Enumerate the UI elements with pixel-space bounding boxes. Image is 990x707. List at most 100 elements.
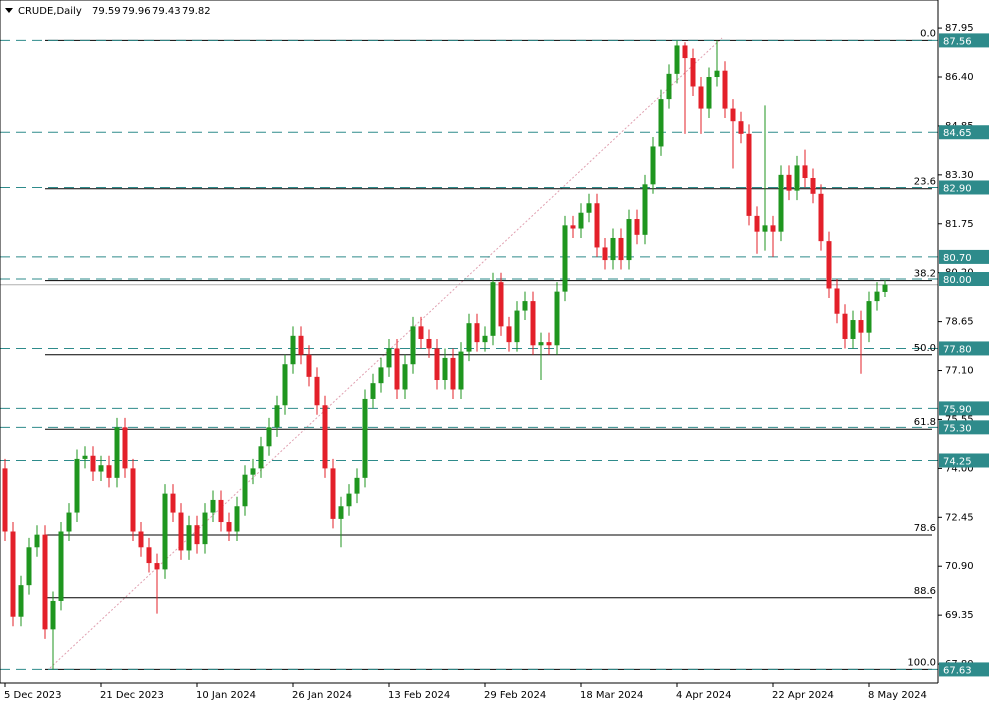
candle-body xyxy=(746,133,752,216)
candle-body xyxy=(130,468,136,532)
y-tick-label: 70.90 xyxy=(945,561,974,572)
level-label-box xyxy=(939,272,989,287)
symbol-menu-arrow[interactable] xyxy=(5,8,13,13)
candle-body xyxy=(794,165,800,191)
level-label-box xyxy=(939,180,989,195)
candle-body xyxy=(466,323,472,352)
candle-body xyxy=(258,446,264,469)
level-label: 77.80 xyxy=(943,344,972,355)
y-tick-label: 83.30 xyxy=(945,170,974,181)
x-tick-label: 5 Dec 2023 xyxy=(4,690,62,701)
candle-body xyxy=(442,357,448,381)
candle-body xyxy=(338,506,344,519)
candle-body xyxy=(698,86,704,109)
candle-body xyxy=(362,398,368,478)
candle-body xyxy=(530,301,536,346)
candle-body xyxy=(74,458,80,513)
candle-body xyxy=(786,174,792,191)
fib-trend-line xyxy=(49,37,723,669)
candle-body xyxy=(578,212,584,229)
candle-body xyxy=(818,193,824,242)
candle-body xyxy=(426,338,432,349)
candle-body xyxy=(354,477,360,494)
fib-label: 50.0 xyxy=(914,343,936,354)
level-label-box xyxy=(939,249,989,264)
level-label-box xyxy=(939,33,989,48)
candle-body xyxy=(538,342,544,346)
candle-body xyxy=(866,301,872,333)
candle-body xyxy=(850,320,856,339)
candle-body xyxy=(194,525,200,545)
candle-body xyxy=(602,247,608,261)
candle-body xyxy=(2,468,8,532)
level-label: 87.56 xyxy=(943,36,972,47)
candle-body xyxy=(50,600,56,630)
fib-label: 0.0 xyxy=(920,28,936,39)
candle-body xyxy=(490,282,496,336)
candle-body xyxy=(242,474,248,507)
fib-label: 88.6 xyxy=(914,586,936,597)
candle-body xyxy=(714,70,720,78)
candle-body xyxy=(418,326,424,339)
level-label-box xyxy=(939,401,989,416)
candle-body xyxy=(634,219,640,235)
level-label: 80.70 xyxy=(943,253,972,264)
x-tick-label: 4 Apr 2024 xyxy=(676,690,731,701)
candle-body xyxy=(546,342,552,346)
candle-body xyxy=(498,282,504,327)
x-tick-label: 29 Feb 2024 xyxy=(484,690,546,701)
candle-body xyxy=(570,225,576,229)
y-tick-label: 72.45 xyxy=(945,512,974,523)
level-label: 75.30 xyxy=(943,423,972,434)
candle-body xyxy=(122,427,128,469)
candle-body xyxy=(594,203,600,248)
y-tick-label: 69.35 xyxy=(945,610,974,621)
level-label-box xyxy=(939,420,989,435)
x-tick-label: 21 Dec 2023 xyxy=(100,690,164,701)
candle-body xyxy=(874,291,880,302)
y-tick-label: 74.00 xyxy=(945,463,974,474)
candle-body xyxy=(98,465,104,472)
candle-body xyxy=(138,531,144,548)
plot-area xyxy=(0,39,938,670)
candle-body xyxy=(762,225,768,232)
candle-body xyxy=(826,241,832,289)
candle-body xyxy=(90,455,96,472)
level-label: 84.65 xyxy=(943,128,972,139)
candle-body xyxy=(106,465,112,478)
level-label: 80.00 xyxy=(943,275,972,286)
candle-body xyxy=(562,225,568,292)
y-tick-label: 78.65 xyxy=(945,317,974,328)
candle-body xyxy=(178,512,184,551)
candle-body xyxy=(370,383,376,399)
header-high: 79.96 xyxy=(122,6,151,17)
candle-body xyxy=(474,323,480,343)
candle-body xyxy=(282,364,288,406)
candle-body xyxy=(26,547,32,586)
symbol: CRUDE,Daily xyxy=(18,6,82,17)
candle-body xyxy=(58,531,64,601)
header-low: 79.43 xyxy=(152,6,181,17)
candle-body xyxy=(674,45,680,74)
candle-body xyxy=(314,376,320,406)
candle-body xyxy=(394,348,400,390)
level-label: 75.90 xyxy=(943,404,972,415)
candle-body xyxy=(858,320,864,333)
candle-body xyxy=(346,493,352,507)
candle-body xyxy=(778,174,784,232)
candle-body xyxy=(18,585,24,617)
candle-body xyxy=(650,146,656,185)
candle-body xyxy=(458,351,464,390)
level-label: 82.90 xyxy=(943,183,972,194)
candle-body xyxy=(682,45,688,59)
level-label: 67.63 xyxy=(943,665,972,676)
x-tick-label: 22 Apr 2024 xyxy=(772,690,834,701)
candle-body xyxy=(834,288,840,314)
candle-body xyxy=(290,335,296,365)
candle-body xyxy=(250,468,256,475)
candle-body xyxy=(730,108,736,122)
candle-body xyxy=(386,348,392,368)
candle-body xyxy=(202,512,208,545)
